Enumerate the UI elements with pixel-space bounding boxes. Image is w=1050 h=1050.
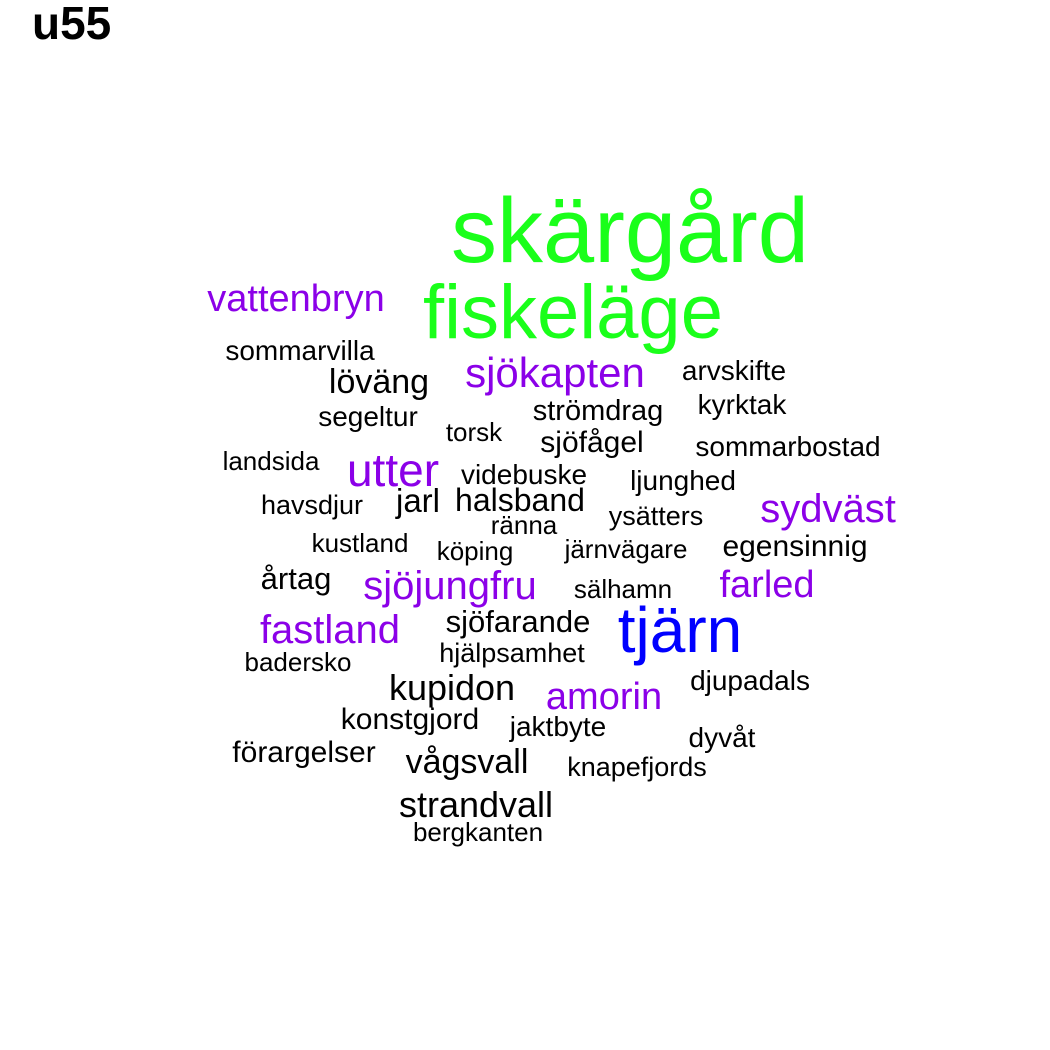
cloud-word: jaktbyte: [509, 711, 607, 742]
cloud-word: bergkanten: [412, 817, 544, 847]
cloud-word: skärgård: [451, 180, 809, 282]
cloud-word: sydväst: [760, 487, 896, 531]
cloud-word: konstgjord: [340, 703, 480, 736]
cloud-word: havsdjur: [260, 490, 364, 520]
cloud-word: sjöjungfru: [363, 564, 537, 608]
cloud-word: fastland: [259, 608, 401, 652]
cloud-word: förargelser: [232, 736, 376, 769]
cloud-word: jarl: [395, 482, 441, 519]
cloud-word: arvskifte: [681, 355, 787, 386]
cloud-word: segeltur: [318, 401, 418, 432]
cloud-word: landsida: [222, 446, 320, 476]
cloud-word: sälhamn: [573, 574, 673, 604]
cloud-word: farled: [719, 564, 815, 606]
cloud-word: videbuske: [460, 459, 588, 490]
cloud-word: ränna: [490, 510, 558, 540]
cloud-word: amorin: [545, 676, 663, 718]
cloud-word: hjälpsamhet: [439, 638, 585, 668]
plot-title: u55: [32, 0, 112, 49]
cloud-word: egensinnig: [722, 530, 868, 563]
cloud-word: sommarvilla: [225, 335, 375, 366]
cloud-word: fiskeläge: [423, 270, 723, 355]
cloud-word: kyrktak: [697, 389, 787, 420]
cloud-word: djupadals: [690, 665, 810, 696]
cloud-word: köping: [436, 536, 514, 566]
cloud-word: strömdrag: [532, 395, 664, 427]
cloud-word: strandvall: [398, 784, 554, 825]
cloud-word: halsband: [455, 482, 585, 518]
cloud-word: löväng: [328, 363, 430, 401]
cloud-word: kupidon: [388, 667, 516, 708]
cloud-word: badersko: [244, 647, 352, 677]
cloud-word: vågsvall: [405, 743, 529, 781]
cloud-word: järnvägare: [564, 534, 688, 564]
cloud-word: ysätters: [608, 501, 704, 531]
cloud-word: knapefjords: [567, 752, 707, 782]
cloud-word: tjärn: [617, 594, 743, 666]
cloud-word: sjöfarande: [445, 604, 591, 639]
cloud-word: årtag: [260, 561, 332, 596]
cloud-word: dyvåt: [688, 722, 756, 753]
cloud-word: torsk: [445, 417, 503, 447]
cloud-word: utter: [346, 444, 440, 496]
cloud-word: sjöfågel: [540, 426, 644, 459]
cloud-word: sommarbostad: [695, 431, 881, 462]
cloud-word: kustland: [311, 528, 409, 558]
cloud-word: ljunghed: [630, 465, 736, 496]
cloud-word: sjökapten: [465, 349, 645, 396]
cloud-word: vattenbryn: [207, 278, 385, 320]
